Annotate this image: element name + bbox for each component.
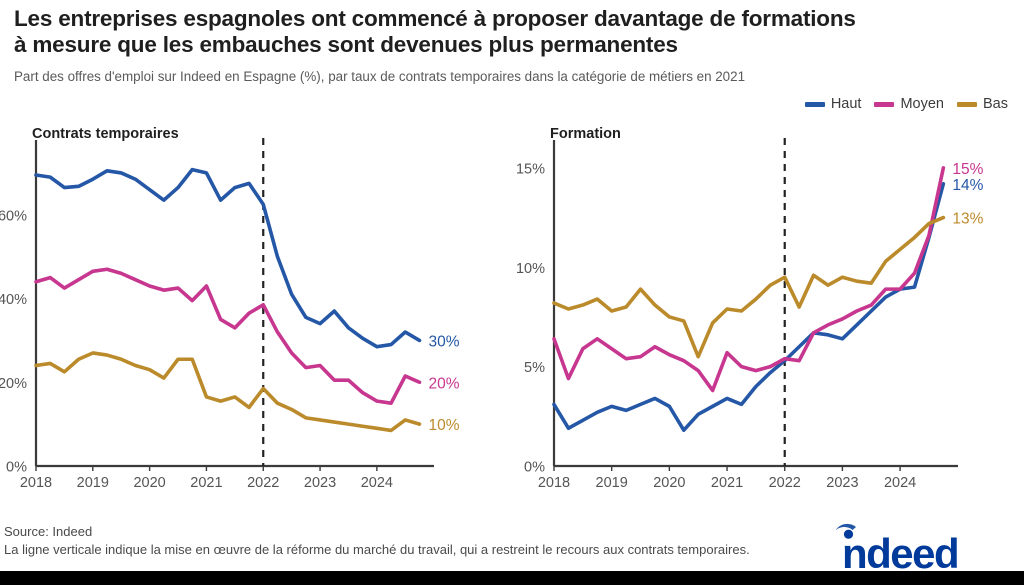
chart-panel-contrats-temporaires: Contrats temporaires 0% 20% 40% 60% 2018 2019…	[0, 124, 500, 504]
chart-title-left: Contrats temporaires	[32, 126, 179, 142]
page-subtitle: Part des offres d'emploi sur Indeed en E…	[14, 68, 746, 84]
title-line-1: Les entreprises espagnoles ont commencé …	[14, 6, 856, 31]
charts-container: Contrats temporaires 0% 20% 40% 60% 2018 2019…	[0, 124, 1024, 504]
legend-label-haut: Haut	[830, 96, 862, 112]
y-tick-label: 20%	[0, 376, 27, 392]
end-label-moyen: 20%	[428, 375, 459, 392]
chart-title-right: Formation	[550, 126, 621, 142]
header: Les entreprises espagnoles ont commencé …	[0, 0, 1024, 85]
chart-panel-formation: Formation 0% 5% 10% 15% 2018 2019 2020 2021 2022…	[500, 124, 1024, 504]
legend-item-haut[interactable]: Haut	[804, 96, 862, 112]
x-tick-label: 2022	[247, 475, 279, 491]
series-line-bas	[34, 351, 422, 433]
x-tick-label: 2019	[596, 475, 628, 491]
y-tick-label: 15%	[516, 161, 545, 177]
note-text: La ligne verticale indique la mise en œu…	[4, 541, 750, 557]
footnotes: Source: Indeed La ligne verticale indiqu…	[4, 523, 750, 558]
series-line-moyen	[552, 166, 946, 393]
legend-label-bas: Bas	[983, 96, 1008, 112]
end-label-bas: 10%	[428, 417, 459, 434]
legend-swatch-bas	[957, 101, 977, 107]
legend-label-moyen: Moyen	[900, 96, 944, 112]
page-title: Les entreprises espagnoles ont commencé …	[14, 6, 1010, 59]
y-tick-label: 60%	[0, 208, 27, 224]
x-tick-label: 2024	[884, 475, 916, 491]
y-tick-label: 10%	[516, 261, 545, 277]
legend-swatch-moyen	[874, 101, 895, 107]
end-label-haut: 14%	[952, 177, 983, 194]
legend-swatch-haut	[804, 101, 825, 107]
line-chart-formation: 0% 5% 10% 15% 2018 2019 2020 2021 2022 2023 2024 14…	[516, 138, 984, 491]
source-text: Source: Indeed	[4, 524, 93, 539]
x-tick-label: 2023	[826, 475, 858, 491]
end-label-bas: 13%	[952, 211, 983, 228]
x-tick-label: 2020	[133, 475, 165, 491]
bottom-bar	[0, 571, 1024, 585]
series-line-haut	[34, 167, 422, 349]
chart-legend: Haut Moyen Bas	[804, 96, 1008, 112]
x-tick-label: 2022	[769, 475, 801, 491]
x-tick-label: 2024	[361, 475, 393, 491]
x-tick-label: 2019	[77, 475, 109, 491]
end-label-haut: 30%	[428, 333, 459, 350]
indeed-logo[interactable]: ndeed	[826, 521, 1002, 575]
x-tick-label: 2018	[538, 475, 570, 491]
series-line-moyen	[34, 267, 422, 406]
y-tick-label: 0%	[6, 460, 27, 476]
x-tick-label: 2023	[304, 475, 336, 491]
line-chart-contrats-temporaires: 0% 20% 40% 60% 2018 2019 2020 2021 2022 2023 2024 3…	[0, 138, 460, 491]
x-tick-label: 2021	[711, 475, 743, 491]
end-label-moyen: 15%	[952, 161, 983, 178]
indeed-wordmark: ndeed	[842, 530, 958, 575]
x-tick-label: 2018	[20, 475, 52, 491]
legend-item-moyen[interactable]: Moyen	[874, 96, 944, 112]
y-tick-label: 0%	[524, 460, 545, 476]
y-tick-label: 40%	[0, 292, 27, 308]
legend-item-bas[interactable]: Bas	[957, 96, 1008, 112]
footer: Source: Indeed La ligne verticale indiqu…	[0, 521, 1024, 585]
y-tick-label: 5%	[524, 360, 545, 376]
title-line-2: à mesure que les embauches sont devenues…	[14, 32, 678, 58]
x-tick-label: 2020	[653, 475, 685, 491]
series-line-haut	[552, 181, 946, 433]
series-line-bas	[552, 215, 946, 359]
x-tick-label: 2021	[190, 475, 222, 491]
